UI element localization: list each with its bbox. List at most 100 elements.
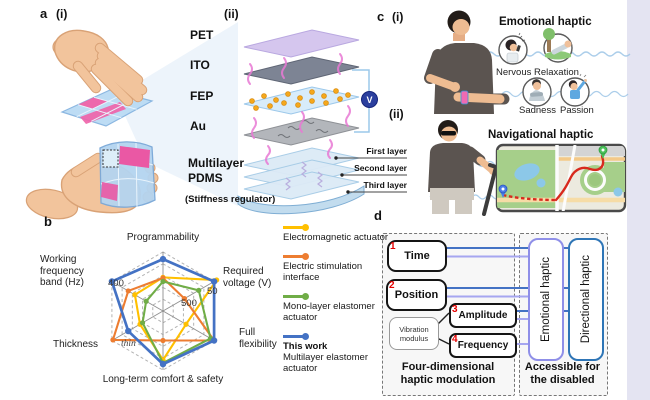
face bbox=[441, 126, 457, 142]
frequency-node-label: Frequency bbox=[457, 340, 509, 351]
emotion-label-passion: Passion bbox=[560, 105, 594, 116]
legend-swatch bbox=[283, 293, 391, 300]
legend-label: Mono-layer elastomer actuator bbox=[283, 301, 375, 323]
route-solid bbox=[554, 154, 605, 202]
pet-layer bbox=[243, 29, 360, 58]
vibration-label-line2: modulus bbox=[399, 333, 429, 343]
voltage-badge-icon: V bbox=[361, 91, 378, 108]
emotion-label-sadness: Sadness bbox=[519, 105, 556, 116]
frequency-node: Frequency bbox=[449, 333, 517, 358]
legend-swatch bbox=[283, 253, 391, 260]
callout-third-layer: Third layer bbox=[363, 180, 407, 190]
caption-modulation-line1: Four-dimensional bbox=[401, 361, 495, 373]
annotation-50: 50 bbox=[207, 286, 218, 297]
caption-accessible-line1: Accessible for bbox=[524, 361, 601, 373]
legend-label: Multilayer elastomer actuator bbox=[283, 352, 368, 374]
layer-label-ito: ITO bbox=[190, 58, 210, 72]
time-node: Time bbox=[387, 240, 447, 272]
legend-swatch bbox=[283, 333, 391, 340]
panel-a-illustration bbox=[25, 22, 407, 220]
emotional-haptic-output: Emotional haptic bbox=[528, 238, 564, 361]
emotional-haptic-output-label: Emotional haptic bbox=[540, 256, 552, 343]
field-arrows bbox=[247, 53, 351, 165]
panel-a-sub-i: (i) bbox=[56, 7, 68, 21]
layer-label-pet: PET bbox=[190, 28, 214, 42]
spring-glyphs bbox=[285, 161, 323, 191]
haptic-patch-top bbox=[60, 89, 154, 127]
haptic-patch-held bbox=[99, 141, 156, 208]
pond bbox=[613, 187, 623, 197]
time-node-number: 1 bbox=[390, 241, 396, 252]
lake bbox=[514, 163, 540, 181]
legend-label-bold: This work bbox=[283, 341, 328, 352]
cane bbox=[482, 165, 498, 216]
legend-item: This work Multilayer elastomer actuator bbox=[283, 333, 391, 374]
hand-touching bbox=[52, 29, 148, 107]
panel-c-sub-ii: (ii) bbox=[389, 107, 404, 121]
annotation-500: 500 bbox=[181, 298, 197, 309]
directional-haptic-output: Directional haptic bbox=[568, 238, 604, 361]
au-layer bbox=[243, 117, 360, 146]
caption-accessible-line2: the disabled bbox=[530, 374, 595, 387]
time-node-label: Time bbox=[404, 250, 430, 262]
start-pin-icon bbox=[498, 184, 508, 198]
axis-working-frequency: Working frequency band (Hz) bbox=[40, 254, 84, 288]
caption-modulation-line2: haptic modulation bbox=[400, 374, 496, 387]
axis-required-voltage: Required voltage (V) bbox=[223, 266, 272, 289]
amplitude-node-number: 3 bbox=[452, 304, 458, 315]
emotion-label-relaxation: Relaxation bbox=[534, 67, 579, 78]
axis-thickness: Thickness bbox=[52, 339, 98, 350]
axis-comfort-safety: Long-term comfort & safety bbox=[102, 374, 224, 385]
passion-icon bbox=[560, 77, 590, 107]
position-node: Position bbox=[386, 279, 447, 311]
ito-layer bbox=[243, 56, 360, 85]
annotation-400: 400 bbox=[108, 278, 124, 289]
wristband-device bbox=[460, 90, 469, 105]
park-area bbox=[497, 150, 556, 208]
layer-label-fep: FEP bbox=[190, 89, 214, 103]
destination-pin-icon bbox=[598, 145, 608, 159]
panel-a-label: a bbox=[40, 6, 48, 21]
selected-cell-outline bbox=[102, 149, 119, 168]
person-emotional-haptic bbox=[424, 10, 510, 114]
emotion-label-nervous: Nervous bbox=[496, 67, 532, 78]
cane-handle bbox=[488, 163, 501, 170]
route-dashed bbox=[502, 193, 557, 202]
sadness-icon bbox=[522, 77, 552, 107]
road bbox=[561, 145, 577, 211]
layer-label-au: Au bbox=[190, 119, 206, 133]
legend-label: Electric stimulation interface bbox=[283, 261, 363, 283]
panel-c-sub-i: (i) bbox=[392, 10, 404, 24]
charge-beads bbox=[249, 88, 351, 111]
position-node-label: Position bbox=[394, 289, 439, 301]
amplitude-node: Amplitude bbox=[449, 303, 517, 328]
callout-first-layer: First layer bbox=[366, 146, 407, 156]
pdms-label-line1: Multilayer bbox=[188, 156, 245, 170]
annotation-thin: thin bbox=[121, 339, 136, 349]
fep-layer bbox=[243, 86, 360, 115]
navigation-map bbox=[495, 143, 627, 213]
axis-programmability: Programmability bbox=[126, 232, 200, 243]
roundabout bbox=[584, 169, 606, 191]
radar-legend: Electromagnetic actuator Electric stimula… bbox=[283, 220, 391, 384]
emotional-haptic-title: Emotional haptic bbox=[499, 16, 592, 28]
stiffness-regulator-label: (Stiffness regulator) bbox=[185, 194, 276, 205]
panel-a-sub-ii: (ii) bbox=[224, 7, 239, 21]
vibration-label-line1: Vibration bbox=[399, 324, 429, 334]
panel-c-label: c bbox=[377, 9, 385, 24]
hair bbox=[438, 120, 458, 140]
caption-accessible: Accessible for the disabled bbox=[520, 361, 605, 388]
directional-haptic-output-label: Directional haptic bbox=[580, 255, 592, 344]
legend-label: Electromagnetic actuator bbox=[283, 232, 389, 243]
legend-item: Mono-layer elastomer actuator bbox=[283, 293, 391, 323]
panel-d-label: d bbox=[374, 208, 382, 223]
amplitude-node-label: Amplitude bbox=[458, 310, 508, 321]
radar-chart bbox=[108, 251, 220, 371]
relaxation-icon bbox=[543, 33, 573, 63]
position-node-number: 2 bbox=[389, 280, 395, 291]
axis-full-flexibility: Full flexibility bbox=[239, 327, 277, 350]
legend-item: Electric stimulation interface bbox=[283, 253, 391, 283]
vibration-modulus-node: Vibration modulus bbox=[389, 317, 439, 350]
page-background-strip bbox=[627, 0, 650, 400]
